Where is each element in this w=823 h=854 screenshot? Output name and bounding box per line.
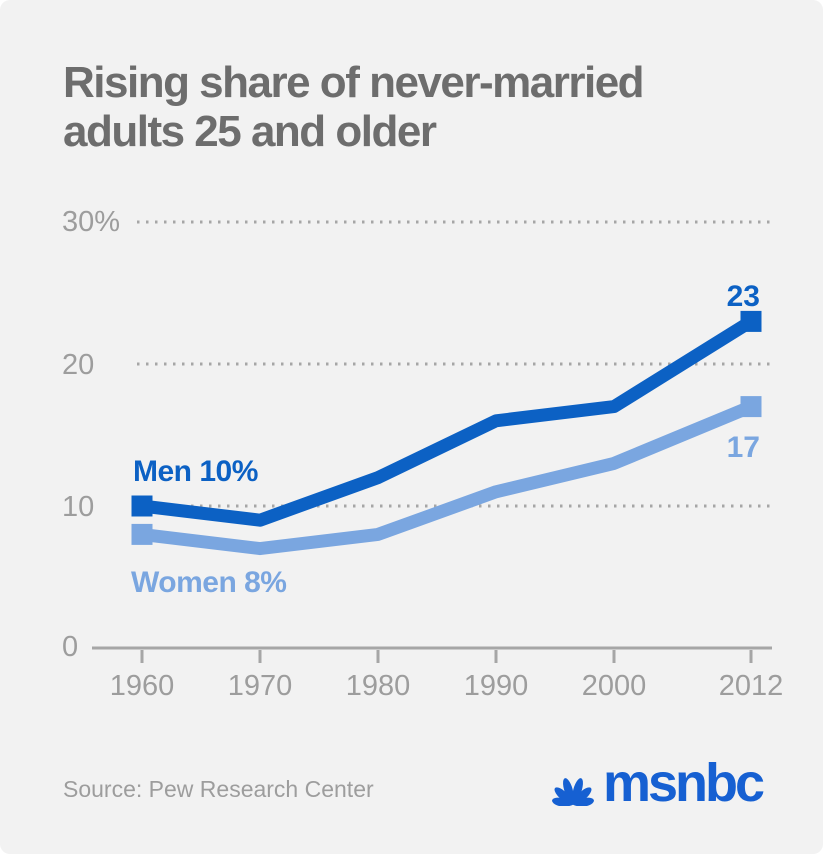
women-series-label: Women 8% [131, 566, 287, 599]
y-axis-label-0: 0 [62, 631, 79, 663]
y-axis-label-30: 30% [62, 206, 121, 238]
x-axis-label-1980: 1980 [345, 670, 411, 702]
y-axis-label-10: 10 [62, 491, 95, 523]
msnbc-logo: msnbc [547, 753, 765, 813]
chart-title-line-1: Rising share of never-married [63, 58, 645, 107]
x-axis-label-2012: 2012 [718, 670, 784, 702]
women-end-value: 17 [726, 431, 760, 464]
chart-title-line-2: adults 25 and older [63, 107, 437, 156]
msnbc-wordmark: msnbc [602, 753, 765, 813]
men-end-value: 23 [726, 280, 760, 313]
x-axis-label-2000: 2000 [581, 670, 647, 702]
msnbc-peacock-icon [552, 778, 594, 806]
x-axis-label-1960: 1960 [109, 670, 175, 702]
chart-title: Rising share of never-married adults 25 … [63, 58, 763, 156]
x-axis-label-1990: 1990 [463, 670, 529, 702]
x-axis-label-1970: 1970 [227, 670, 293, 702]
y-axis-label-20: 20 [62, 349, 95, 381]
source-credit: Source: Pew Research Center [63, 776, 374, 802]
men-series-label: Men 10% [133, 455, 258, 488]
